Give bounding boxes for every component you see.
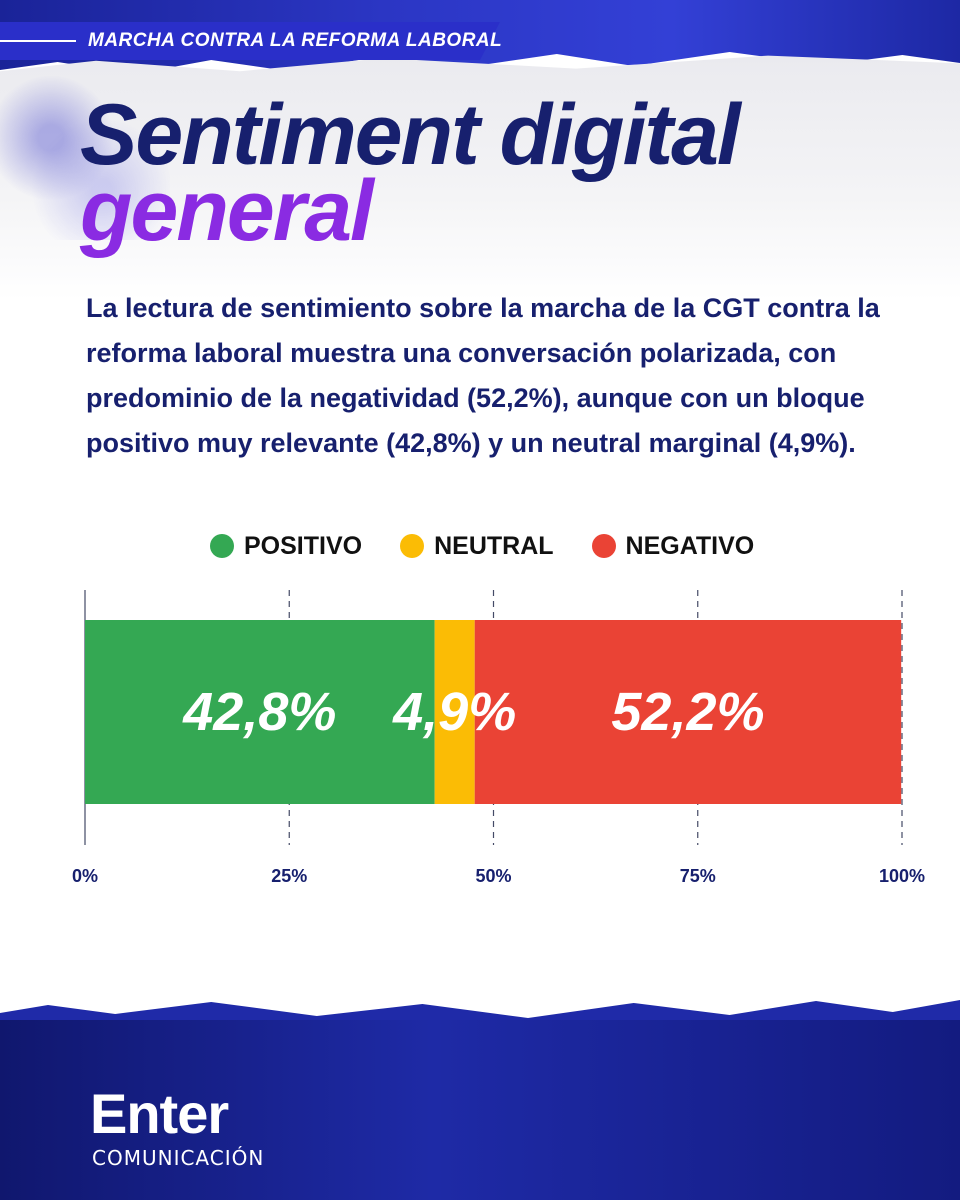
legend-label-negativo: NEGATIVO [625, 531, 755, 560]
page-title-line1: Sentiment digital [80, 87, 741, 183]
legend-item-negativo: NEGATIVO [591, 531, 755, 561]
banner-line [0, 40, 76, 42]
data-label-neutral: 4,9% [392, 682, 516, 742]
legend-label-neutral: NEUTRAL [434, 531, 554, 560]
banner-text: MARCHA CONTRA LA REFORMA LABORAL [88, 30, 503, 51]
brand-logo: Enter [90, 1082, 229, 1145]
legend-item-neutral: NEUTRAL [400, 531, 554, 561]
tick-label-0: 0% [72, 866, 98, 886]
page-title-line2: general [80, 163, 374, 259]
data-label-negativo: 52,2% [611, 682, 764, 742]
paper-shade [0, 55, 960, 300]
tick-label-1: 25% [271, 866, 307, 886]
legend-item-positivo: POSITIVO [210, 532, 362, 561]
tick-label-4: 100% [879, 866, 925, 886]
brand-logo-subtitle: COMUNICACIÓN [92, 1146, 265, 1170]
bar-segment-neutral [434, 620, 475, 804]
legend-dot-negativo [591, 534, 616, 558]
topic-banner [0, 22, 500, 60]
tick-label-2: 50% [475, 866, 511, 886]
bottom-texture-band [0, 1020, 960, 1200]
legend-dot-neutral [400, 534, 425, 558]
tick-label-3: 75% [680, 866, 716, 886]
legend-label-positivo: POSITIVO [244, 531, 363, 560]
bar-segment-negativo [474, 620, 902, 804]
bar-segment-positivo [85, 620, 435, 804]
legend-dot-positivo [210, 534, 234, 558]
speckle-texture [0, 70, 170, 240]
chart-legend: POSITIVO NEUTRAL NEGATIVO [210, 530, 792, 562]
data-label-positivo: 42,8% [182, 682, 336, 742]
description-text: La lectura de sentimiento sobre la march… [86, 293, 880, 458]
